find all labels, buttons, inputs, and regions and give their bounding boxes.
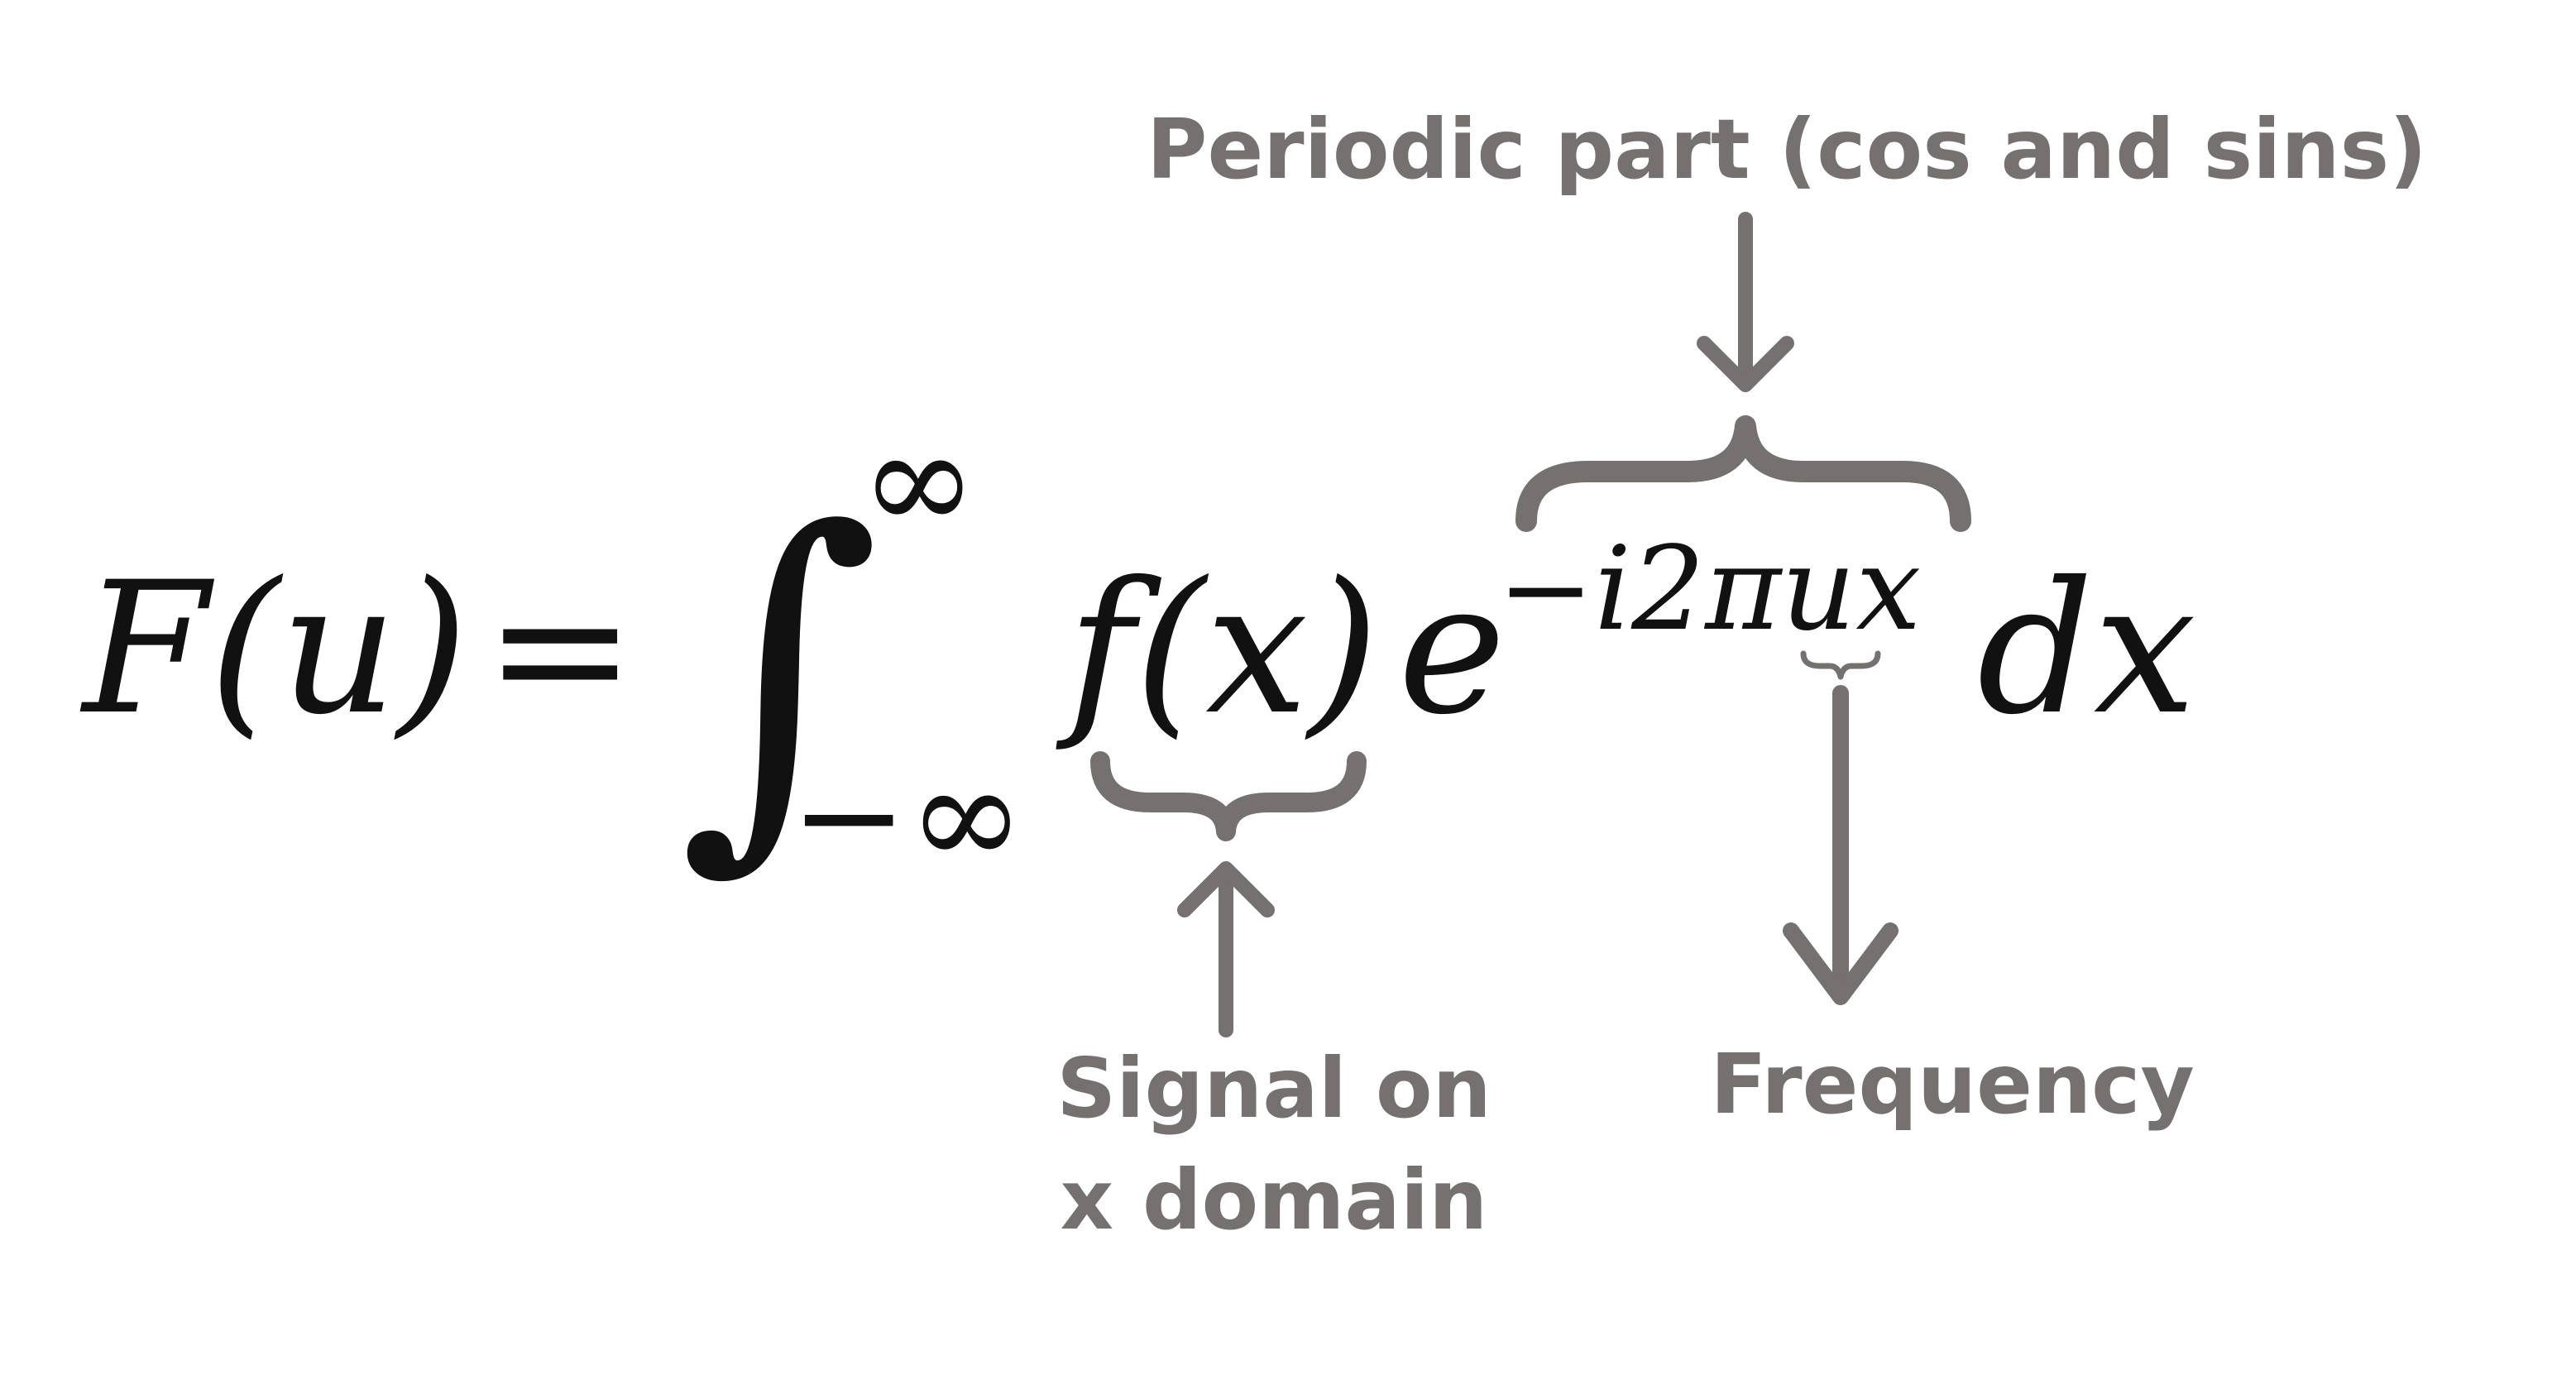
- exponent-term: −i2πux: [1497, 522, 1921, 657]
- frequency-arrow-icon: [1783, 685, 1898, 1005]
- frequency-label: Frequency: [1710, 1036, 2194, 1133]
- signal-brace-icon: [1090, 751, 1367, 841]
- signal-term: f(x): [1056, 543, 1379, 754]
- periodic-brace-icon: [1515, 415, 1971, 532]
- integral-sign: ∫: [678, 450, 881, 903]
- signal-label-line1: Signal on: [1056, 1040, 1491, 1137]
- signal-label-line2: x domain: [1061, 1152, 1488, 1248]
- integral-upper-limit: ∞: [860, 400, 978, 563]
- periodic-arrow-icon: [1697, 212, 1794, 392]
- differential-term: dx: [1977, 543, 2196, 754]
- signal-arrow-icon: [1177, 861, 1275, 1037]
- exponential-base: e: [1398, 543, 1506, 754]
- frequency-brace-icon: [1800, 650, 1881, 680]
- periodic-label: Periodic part (cos and sins): [1147, 101, 2427, 198]
- lhs-term: F(u): [79, 543, 468, 754]
- integral-lower-limit: −∞: [790, 735, 1025, 898]
- equals-sign: =: [484, 543, 636, 754]
